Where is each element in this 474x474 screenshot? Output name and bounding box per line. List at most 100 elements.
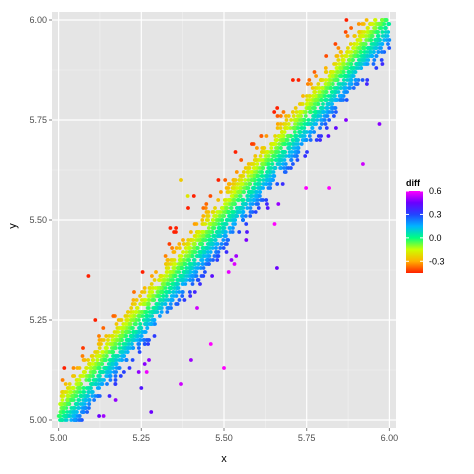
data-point <box>112 338 117 342</box>
data-point <box>180 266 184 270</box>
data-point <box>361 42 366 46</box>
data-point <box>229 258 234 262</box>
data-point <box>131 330 136 334</box>
data-point <box>342 62 347 66</box>
data-point <box>90 394 95 398</box>
data-point <box>296 78 301 82</box>
data-point <box>345 50 349 54</box>
data-point <box>380 18 384 22</box>
data-point <box>179 274 184 278</box>
data-point <box>369 38 374 42</box>
data-point <box>338 66 343 70</box>
data-point <box>300 102 305 106</box>
data-point <box>359 50 363 54</box>
data-point <box>317 110 321 114</box>
data-point <box>95 358 100 362</box>
data-point <box>214 214 219 218</box>
data-point <box>163 278 167 282</box>
outlier-point <box>149 410 154 414</box>
data-point <box>138 338 143 342</box>
data-point <box>357 58 361 62</box>
data-point <box>112 330 117 334</box>
data-point <box>334 110 338 114</box>
data-point <box>201 214 206 218</box>
data-point <box>327 102 331 106</box>
data-point <box>297 110 302 114</box>
data-point <box>289 158 294 162</box>
data-point <box>60 398 65 402</box>
data-point <box>293 122 297 126</box>
data-point <box>237 190 241 194</box>
data-point <box>332 62 336 66</box>
data-point <box>273 134 277 138</box>
data-point <box>182 242 186 246</box>
data-point <box>348 78 353 82</box>
data-point <box>172 262 177 266</box>
data-point <box>268 174 273 178</box>
data-point <box>226 238 231 242</box>
data-point <box>261 198 265 202</box>
data-point <box>146 318 151 322</box>
data-point <box>275 182 280 186</box>
data-point <box>73 394 78 398</box>
data-point <box>250 142 254 146</box>
data-point <box>121 342 126 346</box>
data-point <box>294 142 298 146</box>
data-point <box>256 206 261 210</box>
data-point <box>104 374 109 378</box>
data-point <box>114 358 119 362</box>
data-point <box>126 310 130 314</box>
data-point <box>218 210 223 214</box>
data-point <box>144 370 149 374</box>
data-point <box>101 414 106 418</box>
data-point <box>370 34 374 38</box>
data-point <box>203 222 208 226</box>
data-point <box>87 402 92 406</box>
data-point <box>226 198 231 202</box>
data-point <box>265 170 269 174</box>
data-point <box>280 182 285 186</box>
data-point <box>171 290 176 294</box>
data-point <box>286 114 291 118</box>
data-point <box>172 230 177 234</box>
data-point <box>301 134 305 138</box>
data-point <box>117 346 122 350</box>
data-point <box>259 134 264 138</box>
data-point <box>222 234 227 238</box>
data-point <box>366 58 371 62</box>
data-point <box>76 406 81 410</box>
data-point <box>142 286 147 290</box>
data-point <box>163 254 168 258</box>
data-point <box>182 298 187 302</box>
data-point <box>324 98 328 102</box>
data-point <box>137 314 142 318</box>
data-point <box>321 102 325 106</box>
data-point <box>151 286 155 290</box>
data-point <box>255 162 260 166</box>
data-point <box>327 110 332 114</box>
data-point <box>227 182 232 186</box>
data-point <box>108 374 112 378</box>
data-point <box>145 326 150 330</box>
data-point <box>142 342 147 346</box>
data-point <box>113 378 118 382</box>
data-point <box>81 346 85 350</box>
data-point <box>196 246 200 250</box>
data-point <box>196 230 201 234</box>
data-point <box>283 142 288 146</box>
data-point <box>213 238 218 242</box>
data-point <box>317 86 322 90</box>
data-point <box>326 134 331 138</box>
data-point <box>293 106 298 110</box>
data-point <box>123 314 128 318</box>
data-point <box>221 226 225 230</box>
data-point <box>176 266 181 270</box>
data-point <box>234 170 239 174</box>
data-point <box>245 166 250 170</box>
data-point <box>222 198 227 202</box>
data-point <box>168 302 173 306</box>
data-point <box>142 362 147 366</box>
data-point <box>168 274 173 278</box>
data-point <box>90 354 95 358</box>
data-point <box>369 50 374 54</box>
